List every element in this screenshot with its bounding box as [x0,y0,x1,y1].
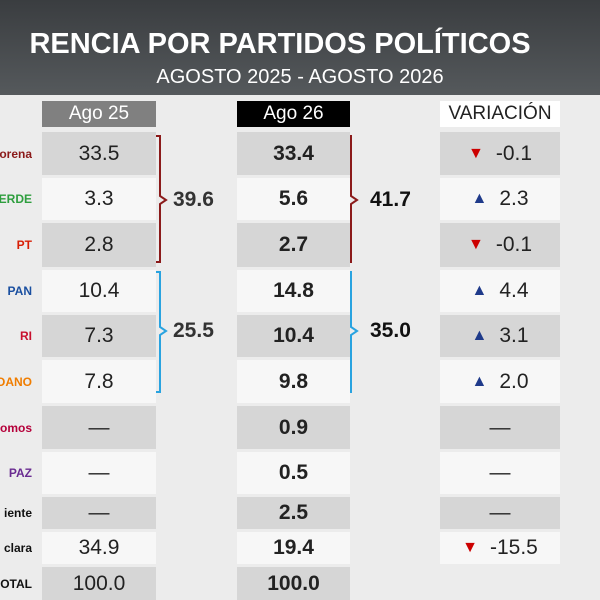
header-band: RENCIA POR PARTIDOS POLÍTICOS AGOSTO 202… [0,0,600,95]
ago25-cell: 100.0 [42,567,156,600]
variation-cell: ▲ 3.1 [440,315,560,357]
ago26-cell: 0.9 [237,406,350,449]
party-label: PT [16,238,32,252]
variation-arrow: ▲ [471,372,488,390]
variation-arrow: ▲ [471,327,488,344]
variation-cell: — [440,497,560,529]
variation-cell: — [440,406,560,449]
ago25-cell: — [42,406,156,449]
party-label: clara [3,541,32,555]
variation-arrow: ▼ [467,144,484,162]
subtitle: AGOSTO 2025 - AGOSTO 2026 [156,66,444,88]
ago25-cell: 10.4 [42,270,156,312]
variation-value: 3.1 [499,324,529,347]
bracket [343,271,359,393]
variation-value: — [489,501,511,524]
ago26-cell: 0.5 [237,452,350,494]
variation-cell: ▼ -15.5 [440,532,560,564]
group-total: 35.0 [370,319,411,342]
variation-cell: — [440,452,560,494]
variation-value: 2.3 [499,187,529,210]
variation-arrow: ▼ [467,236,484,253]
variation-value: 2.0 [499,369,529,393]
bracket [152,135,168,263]
title: RENCIA POR PARTIDOS POLÍTICOS [29,28,531,60]
variation-cell: ▲ 2.3 [440,178,560,220]
ago25-cell: 34.9 [42,532,156,564]
variation-value: — [489,461,511,484]
variation-arrow: ▲ [471,190,488,207]
variation-value: 4.4 [499,279,529,302]
ago25-cell: — [42,497,156,529]
ago26-cell: 9.8 [237,360,350,403]
ago25-cell: 3.3 [42,178,156,220]
party-label: PAZ [8,466,32,480]
ago26-cell: 100.0 [237,567,350,600]
party-label: RI [20,329,32,343]
variation-value: -0.1 [495,141,533,165]
group-total: 25.5 [173,319,214,342]
variation-cell: ▼ -0.1 [440,132,560,175]
ago26-cell: 33.4 [237,132,350,175]
ago26-cell: 2.7 [237,223,350,267]
bracket [343,135,359,263]
ago26-cell: 5.6 [237,178,350,220]
variation-value: — [489,415,511,439]
ago26-cell: 2.5 [237,497,350,529]
column-header: VARIACIÓN [440,101,560,127]
party-label: PAN [7,284,32,298]
ago25-cell: — [42,452,156,494]
ago25-cell: 33.5 [42,132,156,175]
variation-arrow: ▲ [471,282,488,299]
party-label: VERDE [0,192,32,206]
party-label: orena [0,146,32,161]
variation-cell: ▲ 4.4 [440,270,560,312]
ago25-cell: 7.3 [42,315,156,357]
party-label: omos [0,420,32,435]
ago26-cell: 10.4 [237,315,350,357]
variation-cell: ▼ -0.1 [440,223,560,267]
column-header: Ago 26 [237,101,350,127]
ago25-cell: 2.8 [42,223,156,267]
variation-cell: ▲ 2.0 [440,360,560,403]
party-label: iente [3,506,32,520]
variation-value: -15.5 [489,536,538,559]
party-label: UDADANO [0,374,32,389]
variation-value: -0.1 [495,233,533,256]
group-total: 41.7 [370,188,411,211]
ago26-cell: 14.8 [237,270,350,312]
party-label: OTAL [0,576,32,591]
column-header: Ago 25 [42,101,156,127]
bracket [152,271,168,393]
variation-arrow: ▼ [462,539,478,556]
ago25-cell: 7.8 [42,360,156,403]
group-total: 39.6 [173,188,214,211]
ago26-cell: 19.4 [237,532,350,564]
